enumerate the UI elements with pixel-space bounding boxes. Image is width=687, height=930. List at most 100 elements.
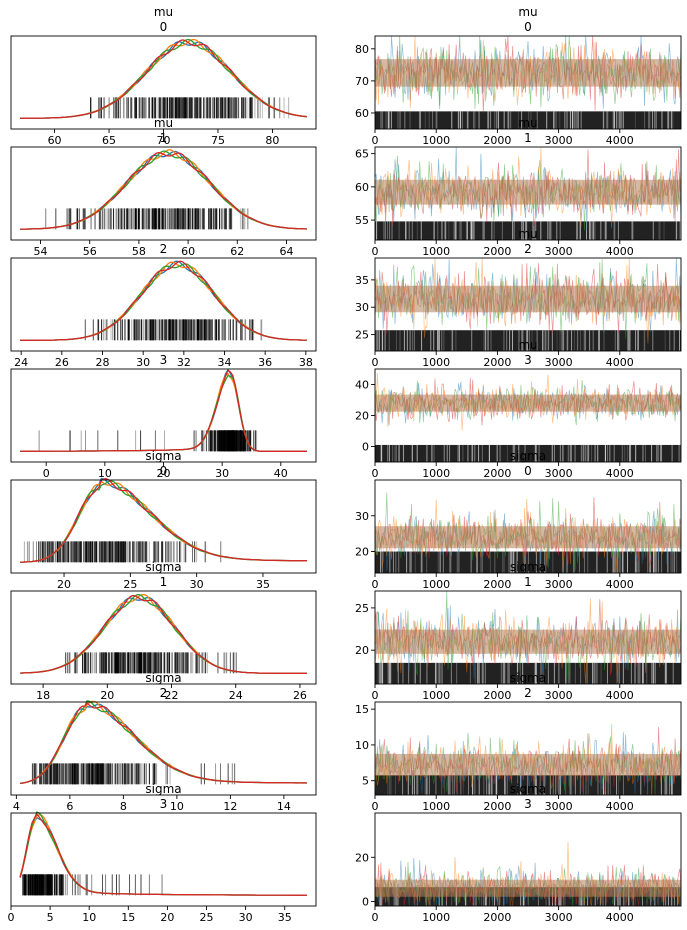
- density-axes: [10, 146, 317, 241]
- trace-panel-3: 0 1000 2000 3000 4000 0 20 40 mu3: [355, 338, 682, 480]
- x-tick-label: 32: [177, 356, 191, 369]
- density-curve-chain-0: [20, 260, 307, 341]
- x-tick-label: 12: [223, 800, 237, 813]
- x-tick-label: 2000: [483, 467, 511, 480]
- trace-rug-band: [375, 330, 681, 351]
- trace-axes: [374, 812, 682, 907]
- panel-subtitle: 2: [160, 242, 168, 256]
- panel-subtitle: 0: [160, 20, 168, 34]
- x-tick-label: 35: [256, 578, 270, 591]
- panel-subtitle: 2: [524, 686, 532, 700]
- y-tick-label: 80: [355, 43, 369, 56]
- trace-density-band: [375, 753, 681, 776]
- y-tick-label: 30: [355, 510, 369, 523]
- x-tick-label: 6: [66, 800, 73, 813]
- rug-marks: [45, 208, 249, 230]
- panel-subtitle: 3: [524, 353, 532, 367]
- y-tick-label: 25: [355, 602, 369, 615]
- panel-title: mu: [518, 5, 537, 19]
- y-tick-label: 65: [355, 148, 369, 161]
- y-tick-label: 15: [355, 703, 369, 716]
- x-tick-label: 4000: [606, 800, 634, 813]
- trace-axes: [374, 479, 682, 574]
- trace-rug: [375, 444, 681, 462]
- panel-subtitle: 0: [160, 464, 168, 478]
- trace-density-band: [375, 179, 681, 205]
- trace-density-band: [375, 285, 681, 313]
- x-tick-label: 2000: [483, 245, 511, 258]
- x-tick-label: 3000: [545, 689, 573, 702]
- x-tick-label: 0: [8, 911, 15, 924]
- panel-title: sigma: [510, 782, 546, 796]
- density-panel-3: 0 10 20 30 40 3: [10, 353, 317, 480]
- x-tick-label: 54: [34, 245, 48, 258]
- y-tick-label: 35: [355, 274, 369, 287]
- trace-rug: [375, 111, 681, 129]
- rug-marks: [22, 874, 163, 896]
- x-tick-label: 65: [102, 134, 116, 147]
- y-tick-label: 20: [355, 546, 369, 559]
- trace-density-band: [375, 394, 681, 412]
- x-tick-label: 62: [230, 245, 244, 258]
- x-tick-label: 64: [279, 245, 293, 258]
- x-tick-label: 0: [372, 911, 379, 924]
- density-curve-chain-1: [20, 261, 307, 341]
- x-tick-label: 3000: [545, 356, 573, 369]
- x-tick-label: 10: [98, 467, 112, 480]
- rug-marks: [38, 430, 258, 452]
- x-tick-label: 22: [165, 689, 179, 702]
- x-tick-label: 3000: [545, 800, 573, 813]
- trace-axes: [374, 35, 682, 130]
- panel-subtitle: 3: [160, 797, 168, 811]
- trace-density-band: [375, 629, 681, 654]
- panel-title: mu: [518, 227, 537, 241]
- x-tick-label: 34: [218, 356, 232, 369]
- x-tick-label: 3000: [545, 578, 573, 591]
- x-tick-label: 2000: [483, 356, 511, 369]
- x-tick-label: 5: [47, 911, 54, 924]
- x-tick-label: 0: [372, 467, 379, 480]
- panel-subtitle: 3: [160, 353, 168, 367]
- panel-subtitle: 1: [160, 575, 168, 589]
- x-tick-label: 2000: [483, 800, 511, 813]
- x-tick-label: 56: [83, 245, 97, 258]
- x-tick-label: 1000: [422, 467, 450, 480]
- x-tick-label: 15: [121, 911, 135, 924]
- x-tick-label: 2000: [483, 134, 511, 147]
- x-tick-label: 4000: [606, 578, 634, 591]
- trace-density-band: [375, 59, 681, 87]
- x-tick-label: 60: [181, 245, 195, 258]
- y-tick-label: 0: [362, 441, 369, 454]
- density-axes: [10, 701, 317, 796]
- density-axes: [10, 590, 317, 685]
- y-tick-label: 70: [355, 75, 369, 88]
- x-tick-label: 0: [372, 689, 379, 702]
- density-curve-chain-2: [20, 374, 307, 452]
- x-tick-label: 20: [57, 578, 71, 591]
- y-tick-label: 55: [355, 214, 369, 227]
- x-tick-label: 38: [299, 356, 313, 369]
- x-tick-label: 4000: [606, 911, 634, 924]
- y-tick-label: 60: [355, 181, 369, 194]
- x-tick-label: 2000: [483, 911, 511, 924]
- rug-marks: [65, 652, 237, 674]
- x-tick-label: 28: [96, 356, 110, 369]
- trace-density-band: [375, 879, 681, 897]
- x-tick-label: 3000: [545, 467, 573, 480]
- y-tick-label: 5: [362, 775, 369, 788]
- x-tick-label: 1000: [422, 578, 450, 591]
- x-tick-label: 24: [229, 689, 243, 702]
- panel-title: sigma: [145, 560, 181, 574]
- x-tick-label: 1000: [422, 134, 450, 147]
- panel-title: sigma: [510, 560, 546, 574]
- density-curve-chain-3: [20, 151, 307, 230]
- x-tick-label: 25: [200, 911, 214, 924]
- panel-title: sigma: [145, 671, 181, 685]
- x-tick-label: 60: [48, 134, 62, 147]
- panel-subtitle: 0: [524, 464, 532, 478]
